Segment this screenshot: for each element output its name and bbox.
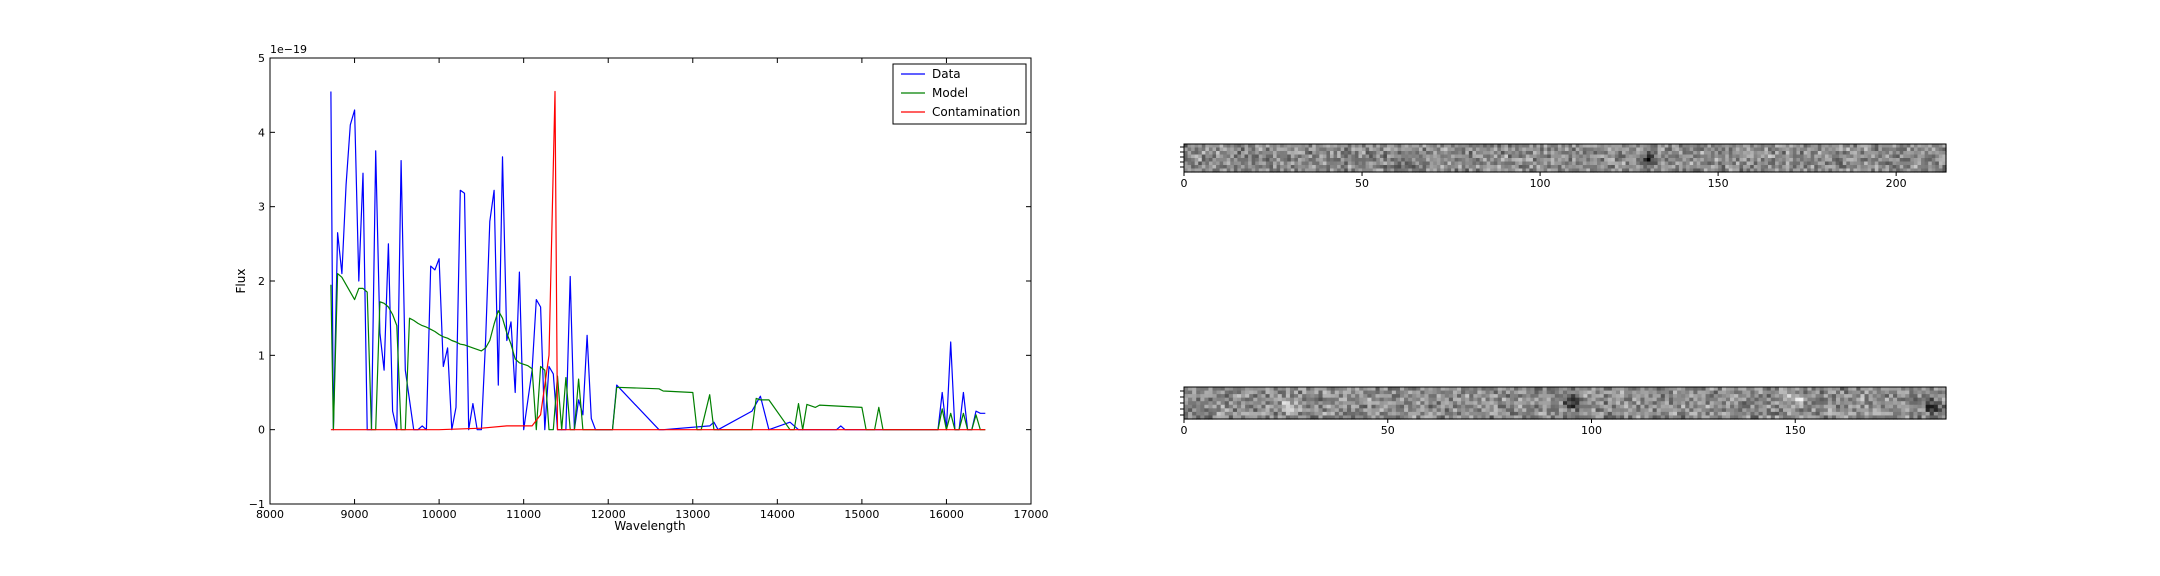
y-tick-label: 1 xyxy=(258,349,265,362)
spectrum-axes-frame xyxy=(269,57,1032,505)
image-1-x-ticks: 0 50 100 150 200 xyxy=(1181,172,1907,190)
image-x-tick-label: 100 xyxy=(1581,424,1602,437)
image-1-y-ticks xyxy=(1180,146,1184,168)
x-tick-label: 8000 xyxy=(256,508,284,521)
image-panel-1: 0 50 100 150 200 xyxy=(1180,143,1947,190)
spectrum-lines xyxy=(330,90,986,431)
x-tick-label: 15000 xyxy=(844,508,879,521)
x-tick-label: 11000 xyxy=(506,508,541,521)
x-tick-label: 10000 xyxy=(422,508,457,521)
spectrum-offset-label: 1e−19 xyxy=(270,43,307,56)
image-x-tick-label: 200 xyxy=(1886,177,1907,190)
image-x-tick-label: 0 xyxy=(1181,424,1188,437)
spectrum-y-axis-label: Flux xyxy=(234,269,248,294)
spectrum-x-axis-label: Wavelength xyxy=(614,519,685,533)
image-x-tick-label: 50 xyxy=(1381,424,1395,437)
y-tick-label: 5 xyxy=(258,52,265,65)
image-x-tick-label: 100 xyxy=(1530,177,1551,190)
x-tick-label: 17000 xyxy=(1014,508,1049,521)
legend-label-contamination: Contamination xyxy=(932,105,1020,119)
series-line-model xyxy=(330,273,986,431)
image-x-tick-label: 150 xyxy=(1785,424,1806,437)
spectrum-x-ticks: 8000 9000 10000 11000 12000 13000 14000 15000 16… xyxy=(256,58,1049,521)
x-tick-label: 9000 xyxy=(341,508,369,521)
spectrum-y-ticks: −1 0 1 2 3 4 5 xyxy=(249,52,1031,511)
image-panel-2: 0 50 100 150 xyxy=(1180,386,1947,437)
image-1-pixels xyxy=(1184,144,1947,173)
series-line-contamination xyxy=(330,90,986,431)
x-tick-label: 14000 xyxy=(760,508,795,521)
series-line-data xyxy=(330,91,986,431)
y-tick-label: 3 xyxy=(258,201,265,214)
legend-label-model: Model xyxy=(932,86,968,100)
y-tick-label: −1 xyxy=(249,498,265,511)
x-tick-label: 16000 xyxy=(929,508,964,521)
image-x-tick-label: 50 xyxy=(1355,177,1369,190)
legend-label-data: Data xyxy=(932,67,961,81)
image-2-pixels xyxy=(1184,387,1947,420)
y-tick-label: 4 xyxy=(258,126,265,139)
spectrum-panel: 8000 9000 10000 11000 12000 13000 14000 15000 16… xyxy=(234,43,1049,533)
x-tick-label: 13000 xyxy=(675,508,710,521)
image-x-tick-label: 0 xyxy=(1181,177,1188,190)
spectrum-legend: Data Model Contamination xyxy=(892,63,1027,125)
image-2-y-ticks xyxy=(1180,390,1184,416)
y-tick-label: 2 xyxy=(258,275,265,288)
x-tick-label: 12000 xyxy=(591,508,626,521)
y-tick-label: 0 xyxy=(258,424,265,437)
image-1-frame xyxy=(1183,143,1947,173)
image-2-x-ticks: 0 50 100 150 xyxy=(1181,419,1806,437)
image-x-tick-label: 150 xyxy=(1708,177,1729,190)
